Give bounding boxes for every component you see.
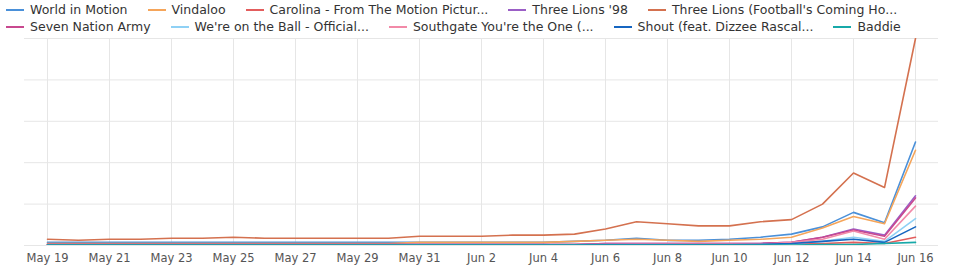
html-text:Baddie: Baddie (857, 19, 901, 34)
svg-text:Jun 12: Jun 12 (772, 251, 809, 265)
svg-text:Jun 8: Jun 8 (652, 251, 682, 265)
html-text:Carolina - From The Motion Pic: Carolina - From The Motion Pictur... (269, 2, 489, 17)
svg-text:May 29: May 29 (336, 251, 378, 265)
svg-text:May 25: May 25 (212, 251, 254, 265)
svg-text:Jun 14: Jun 14 (834, 251, 871, 265)
svg-text:Jun 2: Jun 2 (466, 251, 496, 265)
svg-text:May 19: May 19 (26, 251, 68, 265)
html-text:Three Lions '98: Three Lions '98 (532, 2, 628, 17)
svg-text:May 21: May 21 (88, 251, 130, 265)
svg-text:May 27: May 27 (274, 251, 316, 265)
html-text:Vindaloo: Vindaloo (171, 2, 226, 17)
html-text:Seven Nation Army: Seven Nation Army (30, 19, 151, 34)
svg-text:May 31: May 31 (398, 251, 440, 265)
svg-text:Jun 10: Jun 10 (710, 251, 747, 265)
html-text:Three Lions (Football's Coming: Three Lions (Football's Coming Ho... (672, 2, 898, 17)
svg-text:Jun 4: Jun 4 (528, 251, 558, 265)
svg-text:May 23: May 23 (150, 251, 192, 265)
html-text:Shout (feat. Dizzee Rascal...: Shout (feat. Dizzee Rascal... (637, 19, 814, 34)
html-text:World in Motion: World in Motion (30, 2, 128, 17)
svg-text:Jun 16: Jun 16 (896, 251, 933, 265)
html-text:Southgate You're the One (...: Southgate You're the One (... (412, 19, 594, 34)
html-text:We're on the Ball - Official..: We're on the Ball - Official... (194, 19, 369, 34)
svg-text:Jun 6: Jun 6 (590, 251, 620, 265)
